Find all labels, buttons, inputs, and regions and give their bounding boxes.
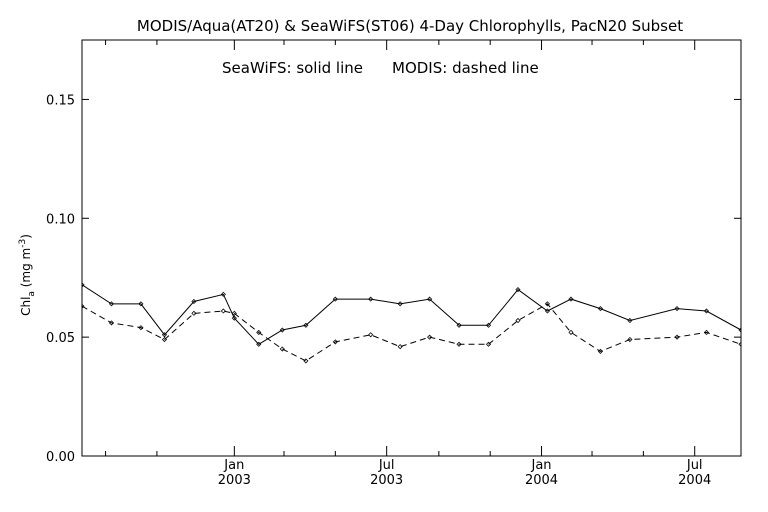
data-point-seawifs <box>397 301 403 307</box>
data-point-seawifs <box>427 296 433 302</box>
data-point-seawifs <box>138 301 144 307</box>
data-point-modis <box>191 310 197 316</box>
data-point-seawifs <box>456 322 462 328</box>
data-point-modis <box>703 329 710 335</box>
data-point-seawifs <box>597 306 604 312</box>
data-point-modis <box>674 334 680 340</box>
y-axis-label-sub: a <box>27 291 37 297</box>
data-point-seawifs <box>544 308 550 314</box>
data-point-modis <box>138 325 144 331</box>
data-point-modis <box>303 358 309 364</box>
data-point-seawifs <box>568 296 574 302</box>
data-point-seawifs <box>82 282 85 288</box>
data-point-modis <box>456 341 462 347</box>
data-point-modis <box>515 317 521 324</box>
data-point-seawifs <box>279 327 285 333</box>
y-axis-label-main: Chl <box>19 297 33 316</box>
y-axis-label: Chla (mg m-3) <box>18 234 37 316</box>
data-point-seawifs <box>220 291 226 297</box>
series-group <box>82 282 741 364</box>
data-point-modis <box>627 336 633 343</box>
data-point-modis <box>231 310 237 316</box>
data-point-seawifs <box>368 296 374 302</box>
data-point-modis <box>738 341 741 347</box>
data-point-seawifs <box>161 332 168 338</box>
data-point-modis <box>544 301 550 307</box>
data-point-modis <box>279 346 285 352</box>
x-tick-label-year: 2003 <box>370 473 403 488</box>
y-tick-label: 0.05 <box>46 331 75 346</box>
data-point-seawifs <box>738 327 741 333</box>
data-point-seawifs <box>256 341 262 347</box>
data-point-seawifs <box>485 322 492 328</box>
data-point-modis <box>161 336 168 343</box>
y-axis-label-unit: (mg m <box>19 248 33 291</box>
data-point-seawifs <box>627 317 633 324</box>
data-point-seawifs <box>191 298 197 305</box>
data-point-modis <box>427 334 433 340</box>
data-point-modis <box>397 344 403 350</box>
x-tick-label-month: Jul <box>378 458 395 473</box>
data-point-seawifs <box>231 315 237 321</box>
y-tick-label: 0.00 <box>46 450 75 465</box>
data-point-modis <box>220 308 226 314</box>
data-point-modis <box>368 332 374 338</box>
data-point-modis <box>597 348 604 354</box>
legend-modis-note: MODIS: dashed line <box>392 59 539 77</box>
data-point-seawifs <box>332 296 338 302</box>
data-point-modis <box>568 329 574 335</box>
x-tick-label-month: Jan <box>223 458 244 473</box>
x-tick-label-month: Jan <box>531 458 552 473</box>
x-tick-label-year: 2004 <box>678 473 711 488</box>
y-tick-label: 0.15 <box>46 93 75 108</box>
data-point-seawifs <box>108 301 115 307</box>
x-tick-label-month: Jul <box>686 458 703 473</box>
y-axis-label-close: ) <box>19 234 33 239</box>
data-point-seawifs <box>674 306 680 312</box>
data-point-modis <box>108 320 115 326</box>
data-point-modis <box>256 329 262 335</box>
x-tick-label-year: 2003 <box>218 473 251 488</box>
data-point-seawifs <box>303 322 309 328</box>
y-tick-label: 0.10 <box>46 212 75 227</box>
chart-title: MODIS/Aqua(AT20) & SeaWiFS(ST06) 4-Day C… <box>137 17 683 35</box>
data-point-modis <box>332 339 338 345</box>
series-line-modis <box>82 303 741 362</box>
data-point-modis <box>82 303 85 309</box>
data-point-seawifs <box>515 287 521 293</box>
y-axis-label-sup: -3 <box>18 239 28 248</box>
svg-text:Chla (mg m-3): Chla (mg m-3) <box>18 234 37 316</box>
series-line-seawifs <box>82 284 741 345</box>
legend-seawifs-note: SeaWiFS: solid line <box>222 59 363 77</box>
data-point-seawifs <box>703 308 710 314</box>
x-tick-label-year: 2004 <box>525 473 558 488</box>
plot-frame <box>81 39 742 457</box>
data-point-modis <box>485 341 492 347</box>
